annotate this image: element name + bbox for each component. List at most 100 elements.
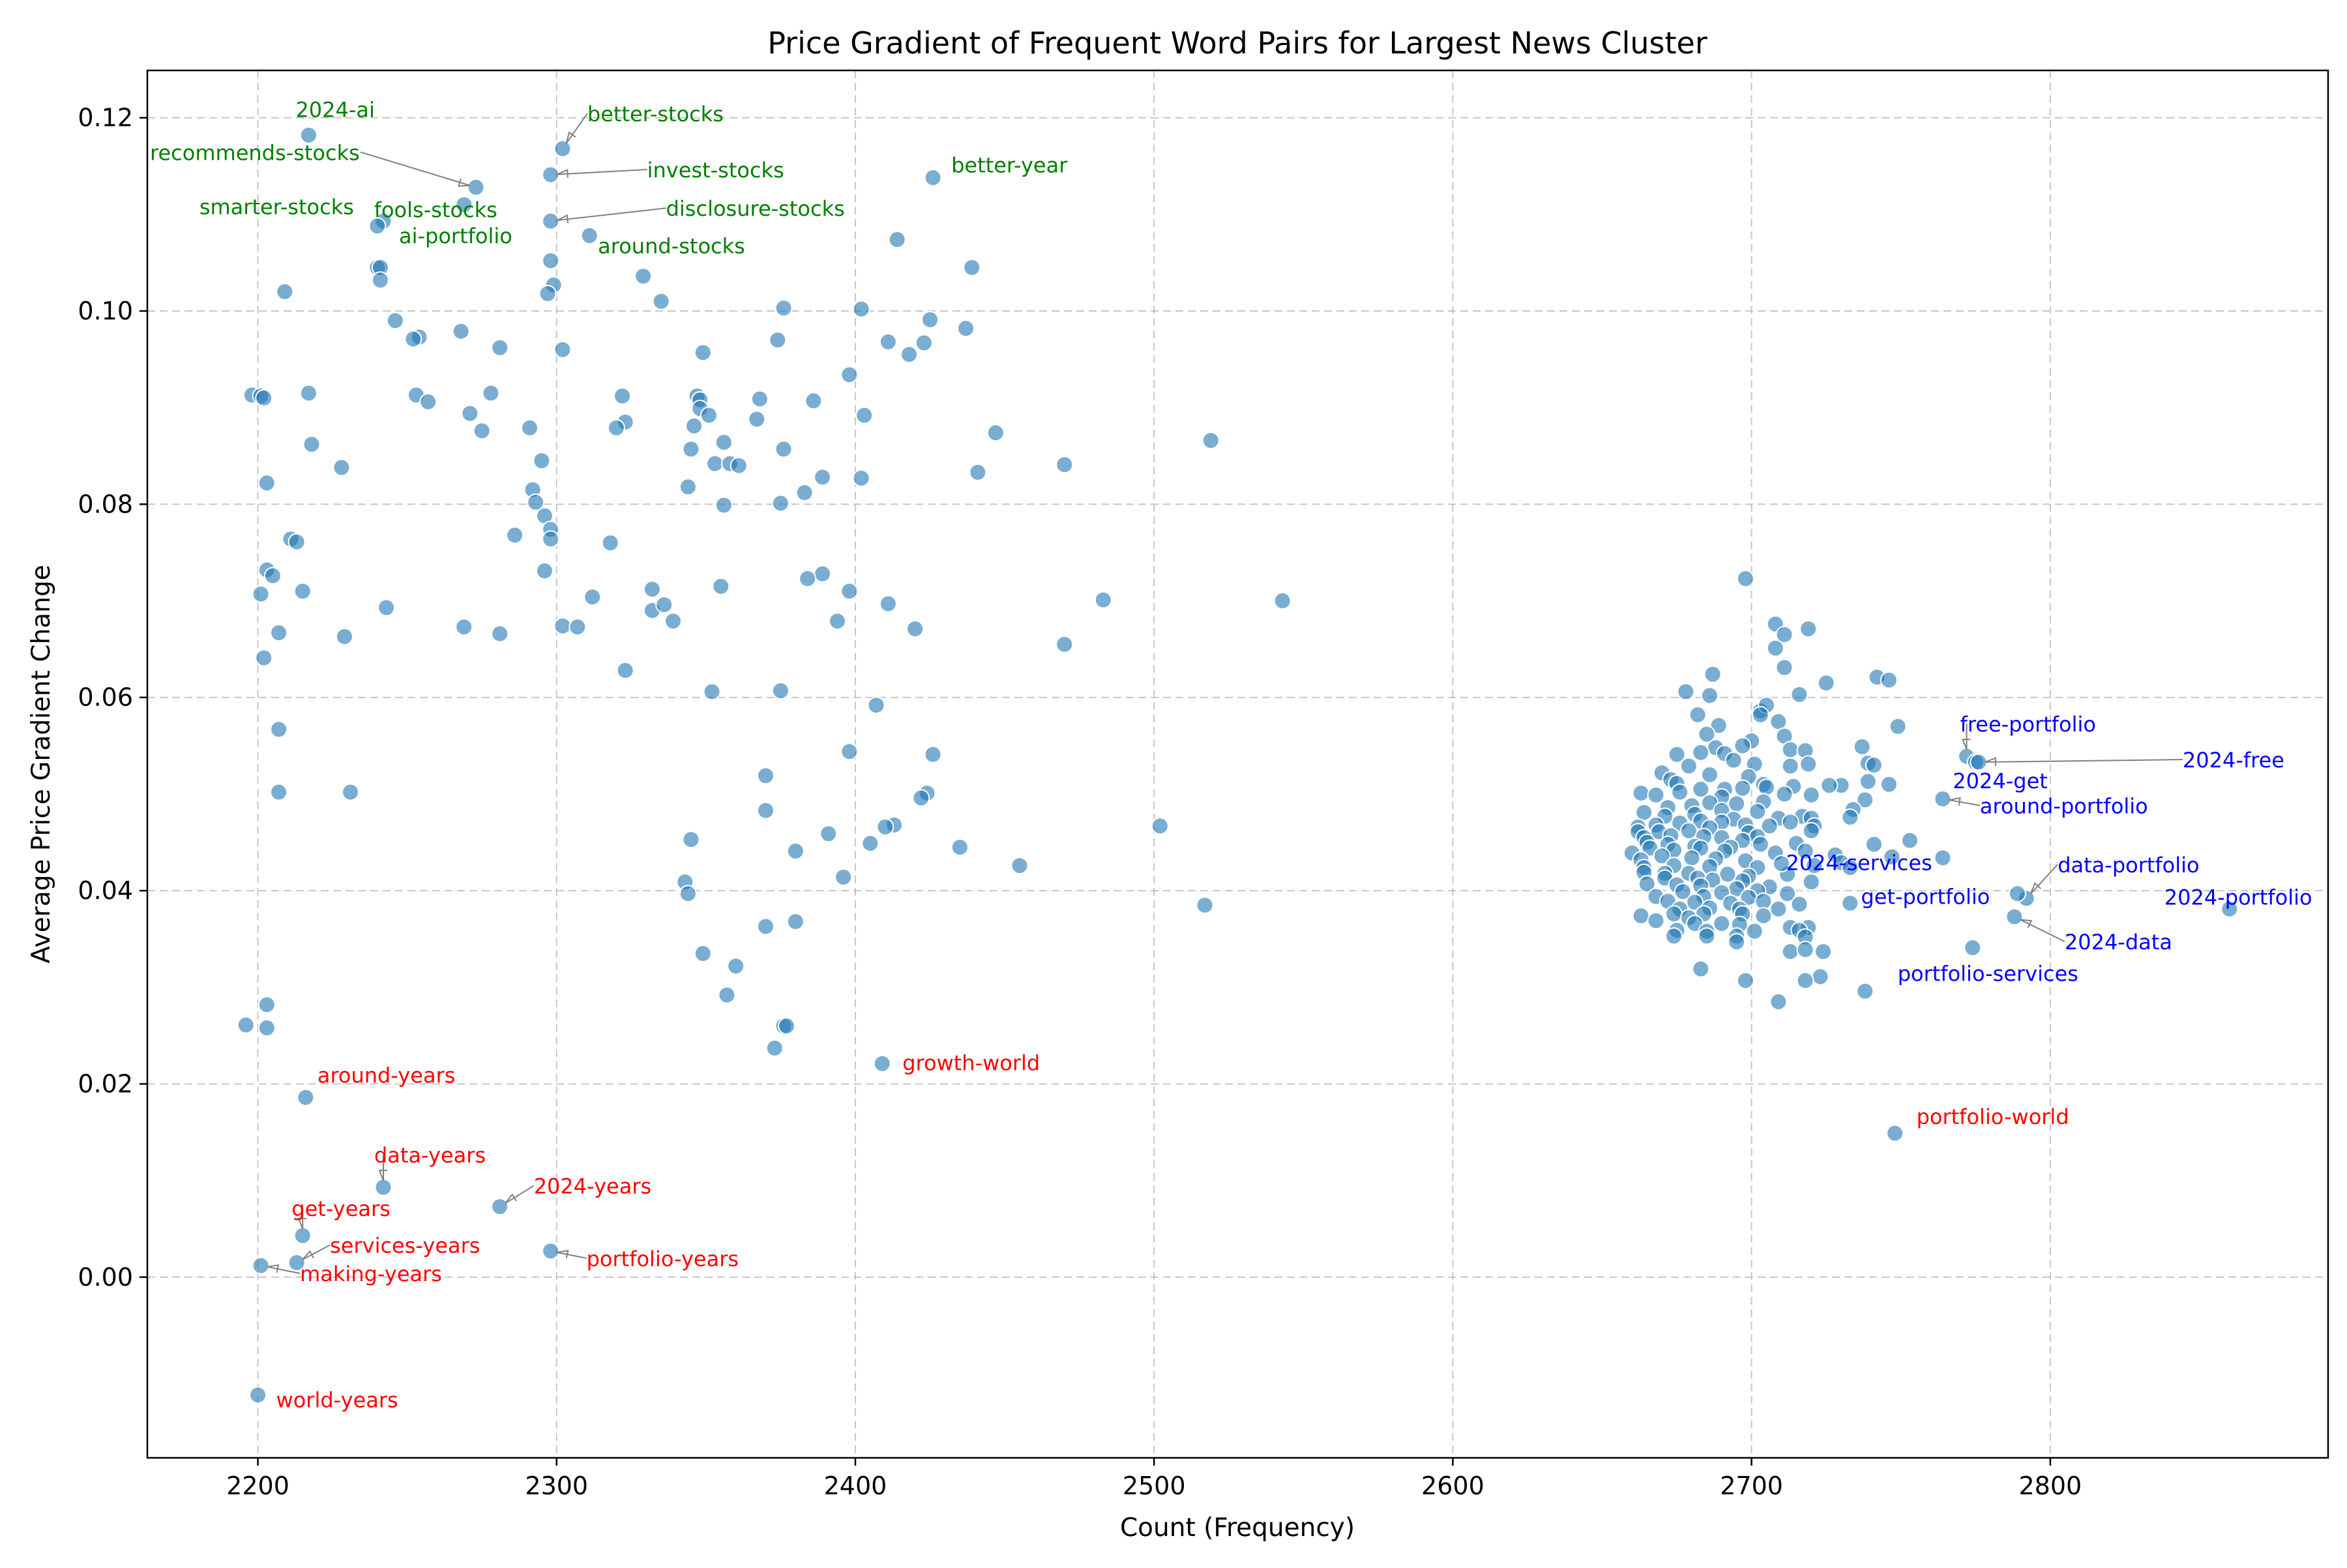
data-point xyxy=(664,612,682,630)
annotation-arrow xyxy=(267,1266,301,1275)
data-point xyxy=(299,126,317,144)
data-point xyxy=(778,1017,796,1035)
data-point xyxy=(1883,848,1901,866)
x-tick-label: 2700 xyxy=(1720,1472,1783,1500)
data-point xyxy=(951,838,969,856)
data-point xyxy=(873,1054,891,1072)
data-point xyxy=(1814,942,1833,960)
data-point xyxy=(1632,784,1650,802)
y-tick-label: 0.04 xyxy=(78,876,133,905)
annotation-arrows xyxy=(267,113,2183,1275)
data-point xyxy=(288,533,306,551)
data-point xyxy=(455,618,473,636)
data-point xyxy=(757,801,775,820)
annotation-label: 2024-data xyxy=(2065,930,2172,954)
data-point xyxy=(819,825,838,843)
data-point xyxy=(727,957,745,975)
data-point xyxy=(255,389,273,407)
data-point xyxy=(655,595,673,614)
data-point xyxy=(1775,785,1793,803)
data-point xyxy=(706,454,724,473)
data-point xyxy=(288,1254,306,1272)
data-point xyxy=(1724,751,1743,769)
data-point xyxy=(879,595,897,613)
data-point xyxy=(769,331,787,349)
data-point xyxy=(986,424,1005,442)
data-point xyxy=(786,842,804,860)
data-point xyxy=(1769,993,1788,1011)
data-point xyxy=(539,284,557,303)
annotation-label: 2024-free xyxy=(2183,748,2284,773)
data-point xyxy=(1790,895,1808,913)
data-point xyxy=(1865,756,1883,774)
data-point xyxy=(1709,717,1728,735)
data-point xyxy=(840,743,859,761)
data-point xyxy=(1751,835,1769,853)
annotation-arrow xyxy=(505,1185,535,1204)
data-point xyxy=(506,526,524,544)
data-point xyxy=(1674,883,1692,901)
data-point xyxy=(1841,859,1859,877)
data-point xyxy=(1796,971,1814,990)
data-point xyxy=(957,319,975,338)
data-point xyxy=(900,346,918,364)
data-point xyxy=(1692,780,1710,799)
data-point xyxy=(1799,620,1818,638)
data-point xyxy=(1734,737,1752,755)
data-point xyxy=(461,404,479,422)
data-point xyxy=(601,534,619,552)
data-point xyxy=(718,986,736,1004)
data-point xyxy=(542,1242,560,1260)
data-point xyxy=(679,885,697,903)
annotation-arrowhead xyxy=(458,178,470,187)
data-point xyxy=(682,831,700,849)
data-point xyxy=(1745,922,1764,940)
data-point xyxy=(542,166,560,184)
data-point xyxy=(700,406,718,424)
data-point xyxy=(814,565,832,583)
data-point xyxy=(1094,591,1112,609)
data-point xyxy=(473,422,491,440)
data-point xyxy=(1638,875,1656,893)
data-point xyxy=(775,440,793,458)
data-point xyxy=(583,588,602,606)
annotation-label: recommends-stocks xyxy=(150,140,360,165)
data-point xyxy=(467,178,485,196)
annotation-arrowhead xyxy=(557,1249,569,1259)
data-point xyxy=(542,212,560,230)
data-point xyxy=(1719,865,1737,883)
data-point xyxy=(533,452,551,470)
annotation-arrow xyxy=(2020,919,2065,943)
annotation-arrow xyxy=(565,113,588,144)
y-tick-label: 0.12 xyxy=(78,104,133,132)
data-point xyxy=(1055,635,1074,653)
data-point xyxy=(276,282,294,301)
data-point xyxy=(1934,790,1952,808)
data-point xyxy=(795,484,814,502)
x-axis-label: Count (Frequency) xyxy=(1120,1513,1355,1543)
data-point xyxy=(963,258,981,276)
y-tick-label: 0.10 xyxy=(78,297,133,325)
data-point xyxy=(750,390,769,408)
annotation-arrowhead xyxy=(267,1264,280,1273)
annotation-label: portfolio-years xyxy=(587,1247,739,1271)
data-point xyxy=(712,577,730,595)
data-point xyxy=(730,456,748,475)
data-point xyxy=(1692,960,1710,978)
annotation-label: portfolio-services xyxy=(1898,962,2078,986)
data-point xyxy=(1632,907,1650,925)
data-point xyxy=(616,661,634,679)
data-point xyxy=(1196,896,1214,914)
data-point xyxy=(1665,927,1683,945)
data-point xyxy=(921,310,939,329)
data-point xyxy=(912,789,930,807)
data-point xyxy=(1841,894,1859,912)
data-point xyxy=(852,469,870,487)
data-point xyxy=(1754,907,1773,925)
annotation-label: ai-portfolio xyxy=(399,224,512,248)
data-point xyxy=(748,410,766,428)
data-point xyxy=(1760,817,1779,835)
y-tick-label: 0.06 xyxy=(78,683,133,712)
data-point xyxy=(404,330,422,348)
